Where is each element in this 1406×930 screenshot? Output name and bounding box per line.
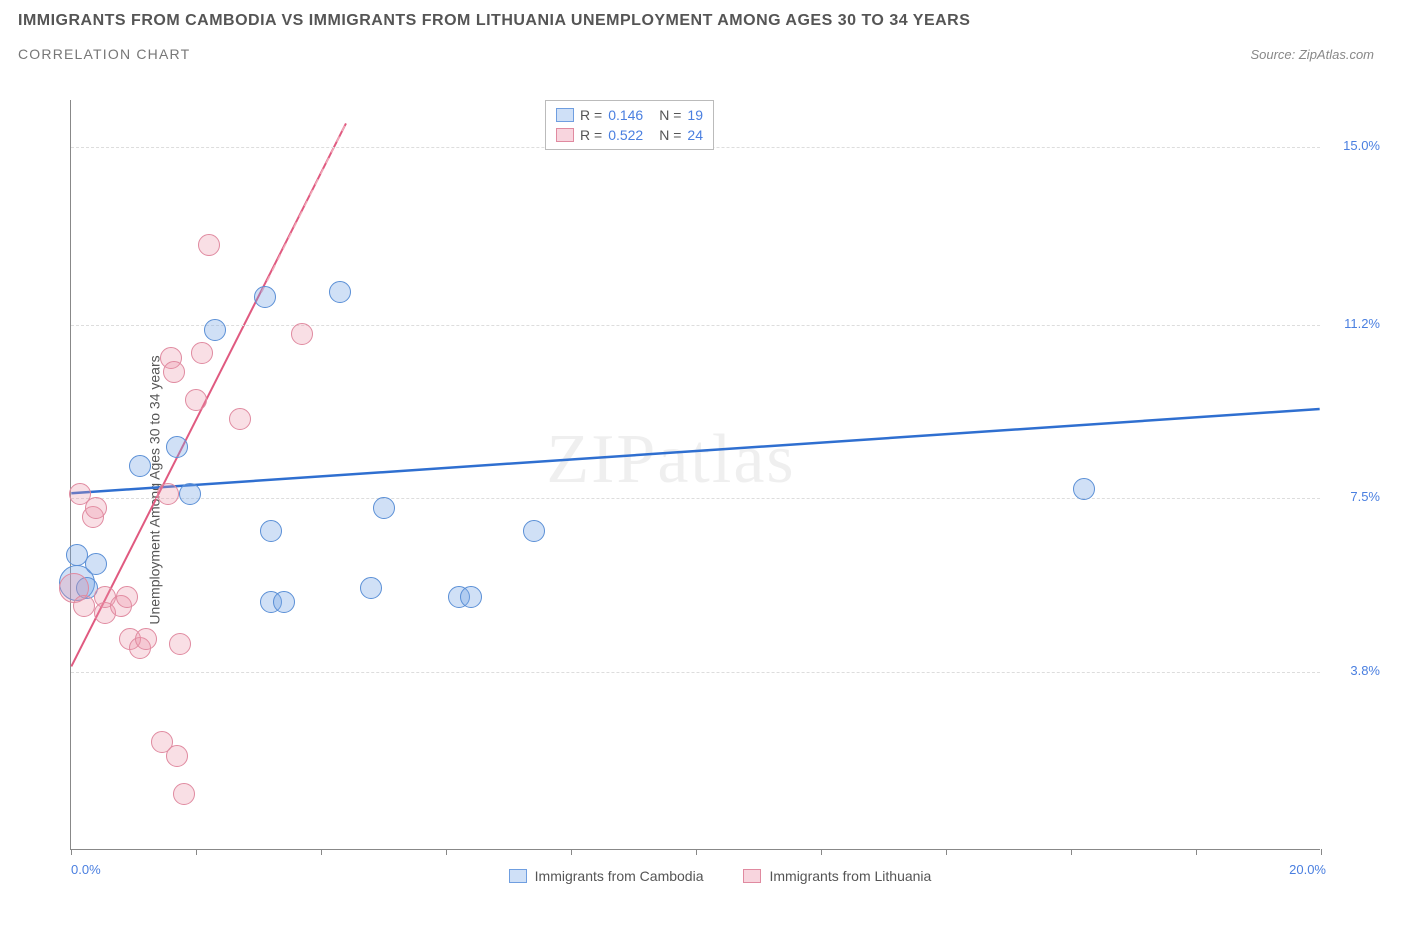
- data-point: [185, 389, 207, 411]
- data-point: [198, 234, 220, 256]
- legend-item: Immigrants from Cambodia: [509, 868, 704, 884]
- legend-bottom: Immigrants from Cambodia Immigrants from …: [50, 868, 1390, 884]
- n-value: 19: [687, 107, 703, 123]
- data-point: [191, 342, 213, 364]
- data-point: [179, 483, 201, 505]
- x-tick: [1196, 849, 1197, 855]
- y-tick-label: 3.8%: [1350, 663, 1380, 678]
- legend-swatch: [556, 108, 574, 122]
- header: IMMIGRANTS FROM CAMBODIA VS IMMIGRANTS F…: [0, 0, 1406, 62]
- r-label: R =: [580, 107, 602, 123]
- n-label: N =: [659, 107, 681, 123]
- plot-region: ZIPatlas 3.8%7.5%11.2%15.0%0.0%20.0%: [70, 100, 1320, 850]
- x-tick: [821, 849, 822, 855]
- legend-swatch: [556, 128, 574, 142]
- data-point: [254, 286, 276, 308]
- legend-stats: R = 0.146 N = 19 R = 0.522 N = 24: [545, 100, 714, 150]
- x-tick: [446, 849, 447, 855]
- data-point: [166, 745, 188, 767]
- data-point: [291, 323, 313, 345]
- legend-item: Immigrants from Lithuania: [743, 868, 931, 884]
- x-tick: [321, 849, 322, 855]
- x-tick: [696, 849, 697, 855]
- x-tick: [1071, 849, 1072, 855]
- legend-stat-row: R = 0.522 N = 24: [556, 125, 703, 145]
- chart-subtitle: CORRELATION CHART: [18, 46, 190, 62]
- legend-stat-row: R = 0.146 N = 19: [556, 105, 703, 125]
- source-label: Source: ZipAtlas.com: [1250, 47, 1374, 62]
- r-value: 0.522: [608, 127, 643, 143]
- data-point: [273, 591, 295, 613]
- chart-area: Unemployment Among Ages 30 to 34 years Z…: [50, 90, 1390, 890]
- data-point: [135, 628, 157, 650]
- legend-label: Immigrants from Cambodia: [535, 868, 704, 884]
- data-point: [329, 281, 351, 303]
- y-tick-label: 7.5%: [1350, 489, 1380, 504]
- x-tick: [946, 849, 947, 855]
- data-point: [85, 553, 107, 575]
- data-point: [166, 436, 188, 458]
- data-point: [169, 633, 191, 655]
- gridline: [71, 672, 1320, 673]
- data-point: [360, 577, 382, 599]
- gridline: [71, 498, 1320, 499]
- y-tick-label: 15.0%: [1343, 138, 1380, 153]
- x-tick: [1321, 849, 1322, 855]
- r-label: R =: [580, 127, 602, 143]
- n-value: 24: [687, 127, 703, 143]
- data-point: [157, 483, 179, 505]
- gridline: [71, 325, 1320, 326]
- data-point: [173, 783, 195, 805]
- data-point: [163, 361, 185, 383]
- x-tick: [71, 849, 72, 855]
- regression-lines: [71, 100, 1320, 849]
- legend-label: Immigrants from Lithuania: [769, 868, 931, 884]
- data-point: [523, 520, 545, 542]
- data-point: [73, 595, 95, 617]
- legend-swatch: [743, 869, 761, 883]
- data-point: [129, 455, 151, 477]
- data-point: [1073, 478, 1095, 500]
- x-tick: [196, 849, 197, 855]
- chart-title: IMMIGRANTS FROM CAMBODIA VS IMMIGRANTS F…: [18, 12, 1388, 30]
- n-label: N =: [659, 127, 681, 143]
- r-value: 0.146: [608, 107, 643, 123]
- watermark: ZIPatlas: [546, 420, 795, 500]
- data-point: [85, 497, 107, 519]
- data-point: [460, 586, 482, 608]
- y-tick-label: 11.2%: [1344, 316, 1380, 331]
- x-tick: [571, 849, 572, 855]
- data-point: [260, 520, 282, 542]
- data-point: [373, 497, 395, 519]
- data-point: [229, 408, 251, 430]
- legend-swatch: [509, 869, 527, 883]
- data-point: [204, 319, 226, 341]
- data-point: [116, 586, 138, 608]
